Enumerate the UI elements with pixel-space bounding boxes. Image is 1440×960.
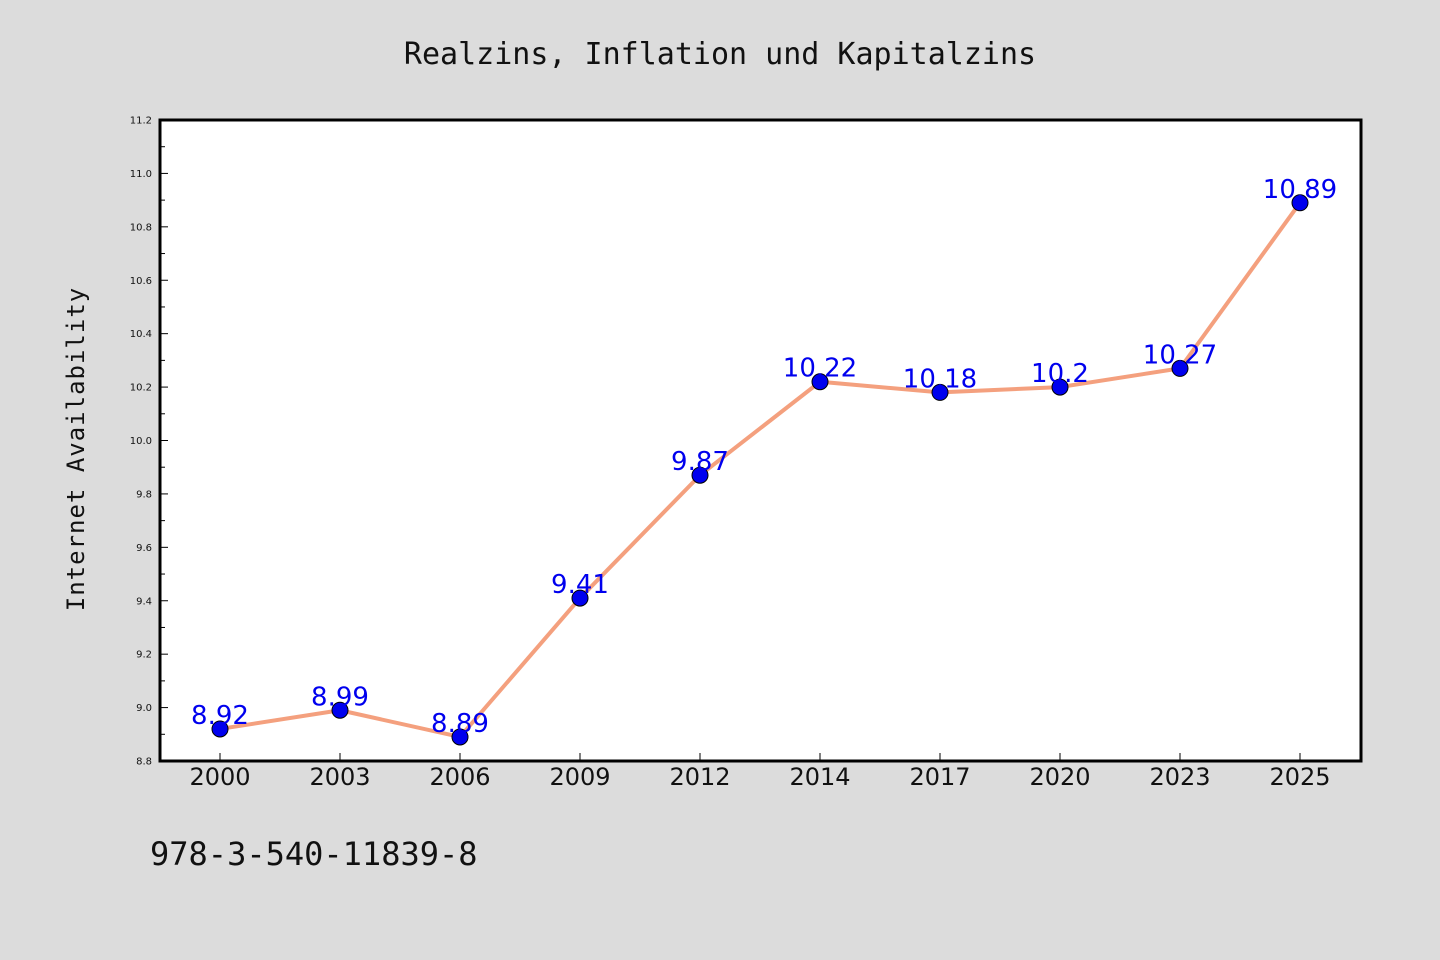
data-point bbox=[931, 383, 949, 401]
data-point bbox=[451, 728, 469, 746]
data-label: 8.92 bbox=[191, 701, 249, 731]
data-label: 9.87 bbox=[671, 447, 729, 477]
data-label: 10.89 bbox=[1263, 175, 1337, 205]
y-tick-label: 9.4 bbox=[136, 596, 152, 607]
data-label: 10.18 bbox=[903, 364, 977, 394]
y-tick-label: 11.2 bbox=[130, 116, 152, 127]
x-tick-label: 2023 bbox=[1149, 763, 1210, 791]
y-tick-label: 10.2 bbox=[130, 383, 152, 394]
data-point bbox=[331, 701, 349, 719]
data-point bbox=[1291, 194, 1309, 212]
x-tick-label: 2014 bbox=[789, 763, 850, 791]
y-tick-label: 9.6 bbox=[136, 543, 152, 554]
y-tick-label: 9.2 bbox=[136, 650, 152, 661]
data-point bbox=[211, 720, 229, 738]
y-tick-label: 10.6 bbox=[130, 276, 152, 287]
x-tick-label: 2009 bbox=[549, 763, 610, 791]
x-tick-label: 2012 bbox=[669, 763, 730, 791]
plot-area bbox=[158, 118, 1363, 763]
data-label: 8.99 bbox=[311, 682, 369, 712]
x-tick-label: 2000 bbox=[189, 763, 250, 791]
series-line bbox=[219, 201, 1302, 739]
data-label: 10.22 bbox=[783, 354, 857, 384]
data-point bbox=[691, 466, 709, 484]
chart-title: Realzins, Inflation und Kapitalzins bbox=[404, 37, 1036, 72]
y-tick-label: 9.8 bbox=[136, 489, 152, 500]
data-label: 10.2 bbox=[1031, 359, 1089, 389]
x-tick-label: 2017 bbox=[909, 763, 970, 791]
y-tick-label: 10.4 bbox=[130, 329, 152, 340]
data-label: 10.27 bbox=[1143, 340, 1217, 370]
y-axis-label: Internet Availability bbox=[62, 287, 90, 611]
data-point bbox=[1051, 378, 1069, 396]
x-tick-label: 2003 bbox=[309, 763, 370, 791]
y-tick-label: 11.0 bbox=[130, 169, 152, 180]
data-point bbox=[811, 373, 829, 391]
y-tick-label: 10.8 bbox=[130, 222, 152, 233]
x-axis: 2000 2003 2006 2009 2012 2014 2017 2020 2023 2025 bbox=[189, 753, 1331, 791]
data-point bbox=[1171, 359, 1189, 377]
y-axis: 8.8 9.0 9.2 9.4 9.6 9.8 10.0 10.2 10.4 10.6 10.8 11… bbox=[130, 116, 168, 768]
y-tick-label: 9.0 bbox=[136, 703, 152, 714]
y-tick-label: 8.8 bbox=[136, 757, 152, 768]
series-layer: 8.92 8.99 8.89 9.41 9.87 10.22 10.18 10.2 10.27 1… bbox=[191, 175, 1337, 746]
x-tick-label: 2006 bbox=[429, 763, 490, 791]
x-tick-label: 2025 bbox=[1269, 763, 1330, 791]
y-tick-label: 10.0 bbox=[130, 436, 152, 447]
data-point bbox=[571, 589, 589, 607]
data-label: 8.89 bbox=[431, 709, 489, 739]
footnote: 978-3-540-11839-8 bbox=[150, 835, 478, 873]
data-label: 9.41 bbox=[551, 570, 609, 600]
x-tick-label: 2020 bbox=[1029, 763, 1090, 791]
